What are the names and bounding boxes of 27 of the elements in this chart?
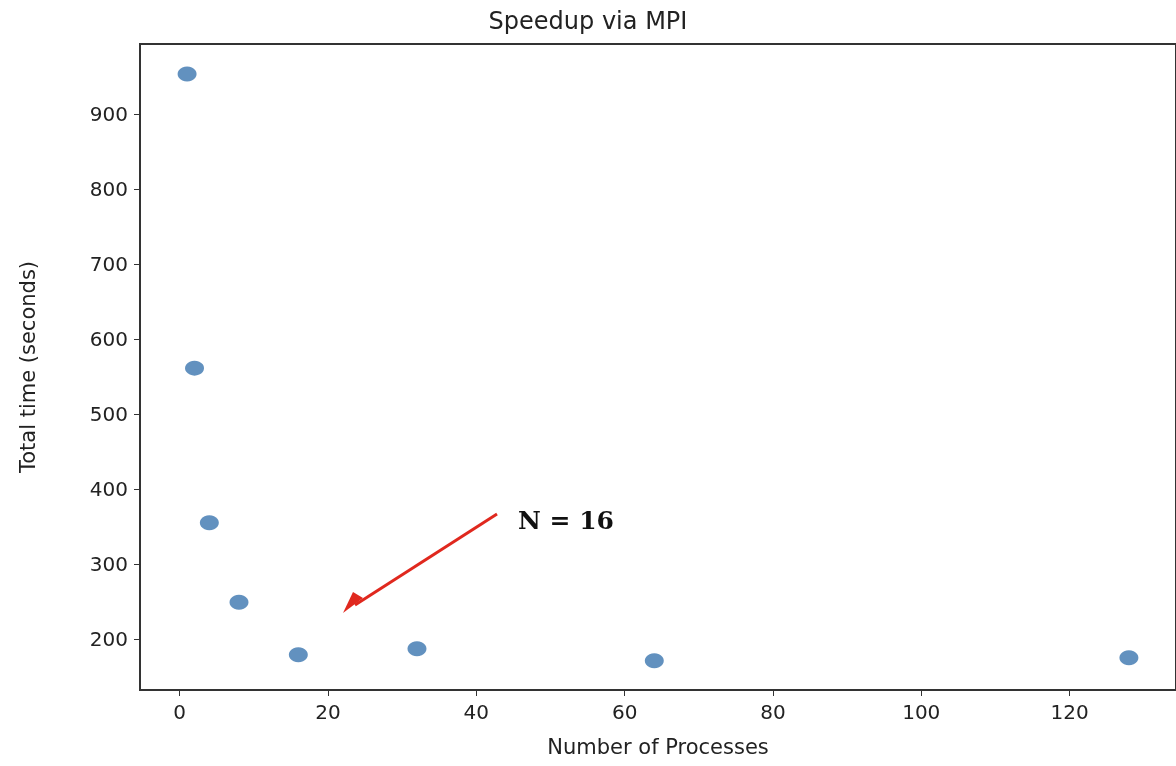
y-tick-label: 200: [89, 626, 128, 651]
y-axis-title: Total time (seconds): [15, 260, 40, 475]
y-tick-label: 400: [89, 476, 128, 501]
x-tick-label: 100: [902, 700, 941, 724]
point: [1119, 650, 1139, 666]
y-tick-label: 300: [89, 551, 128, 576]
y-tick-label: 600: [89, 326, 128, 351]
point: [199, 515, 219, 531]
chart-title: Speedup via MPI: [488, 7, 688, 35]
x-tick-label: 80: [760, 700, 786, 724]
x-tick-label: 60: [611, 700, 638, 724]
point: [407, 641, 427, 657]
x-tick-label: 20: [315, 700, 341, 724]
point: [229, 594, 249, 610]
y-tick-label: 900: [89, 101, 128, 126]
annotation: N = 16: [518, 506, 614, 535]
y-tick-label: 800: [89, 176, 128, 201]
x-tick-label: 0: [173, 700, 187, 724]
y-tick-label: 700: [89, 251, 128, 276]
point: [177, 66, 197, 82]
point: [644, 653, 664, 669]
x-tick-label: 120: [1050, 700, 1089, 724]
y-tick-label: 500: [89, 401, 128, 426]
x-tick-label: 40: [463, 700, 490, 724]
point: [185, 360, 205, 376]
x-axis-title: Number of Processes: [547, 734, 769, 759]
point: [288, 647, 308, 663]
